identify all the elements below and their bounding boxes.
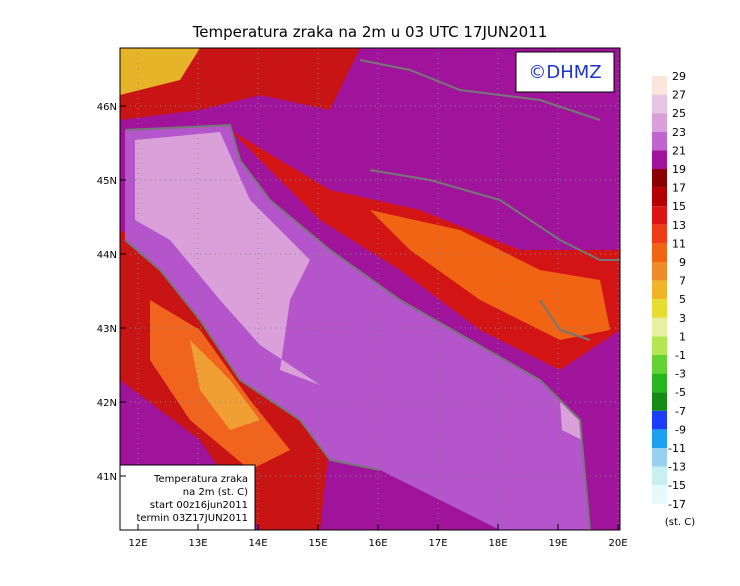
legend-swatch: [652, 131, 667, 151]
lon-label: 15E: [308, 538, 327, 549]
logo: ©DHMZ: [528, 62, 601, 83]
legend-swatch: [652, 206, 667, 225]
legend-swatch: [652, 169, 667, 188]
lon-label: 12E: [128, 538, 147, 549]
legend-swatch: [652, 187, 667, 207]
legend-swatch: [652, 262, 667, 281]
legend-swatch: [652, 485, 667, 504]
legend-swatch: [652, 373, 667, 393]
legend-swatch: [652, 280, 667, 300]
legend-unit: (st. C): [665, 517, 695, 528]
legend-label: 25: [672, 107, 686, 120]
lon-label: 18E: [488, 538, 507, 549]
legend-swatch: [652, 466, 667, 486]
legend-swatch: [652, 243, 667, 262]
lat-label: 42N: [97, 398, 117, 409]
legend-label: 17: [672, 182, 686, 195]
lon-label: 13E: [188, 538, 207, 549]
legend-swatch: [652, 317, 667, 337]
legend-label: 1: [679, 330, 686, 343]
info-line: termin 03Z17JUN2011: [136, 513, 248, 524]
legend-label: 21: [672, 144, 686, 157]
lat-label: 45N: [97, 176, 117, 187]
legend-swatch: [652, 150, 667, 169]
sea-cool: [560, 400, 582, 440]
legend-label: -7: [675, 405, 686, 418]
legend-swatch: [652, 113, 667, 132]
legend-label: 13: [672, 219, 686, 232]
land-warm: [370, 210, 610, 340]
legend-label: 23: [672, 126, 686, 139]
legend-label: -3: [675, 368, 686, 381]
sea-cool: [135, 132, 320, 385]
legend-label: 11: [672, 237, 686, 250]
legend-label: -1: [675, 349, 686, 362]
legend-label: 3: [679, 312, 686, 325]
lon-label: 20E: [608, 538, 627, 549]
lon-label: 14E: [248, 538, 267, 549]
lon-label: 19E: [548, 538, 567, 549]
legend-label: -11: [668, 442, 686, 455]
info-line: na 2m (st. C): [183, 487, 248, 498]
legend-label: -5: [675, 386, 686, 399]
legend-swatch: [652, 429, 667, 448]
land-warm: [120, 48, 200, 95]
legend-swatch: [652, 336, 667, 355]
legend-label: 5: [679, 293, 686, 306]
lon-label: 17E: [428, 538, 447, 549]
title: Temperatura zraka na 2m u 03 UTC 17JUN20…: [192, 23, 548, 41]
land-warm: [190, 340, 260, 430]
coastline: [124, 59, 620, 530]
legend-swatch: [652, 392, 667, 411]
legend-label: 9: [679, 256, 686, 269]
info-box: [119, 464, 256, 531]
legend-swatch: [652, 410, 667, 430]
legend-label: -15: [668, 479, 686, 492]
legend-label: 27: [672, 89, 686, 102]
legend-swatch: [652, 224, 667, 244]
legend-swatch: [652, 76, 667, 95]
legend-label: 29: [672, 70, 686, 83]
legend-swatch: [652, 355, 667, 374]
lon-label: 16E: [368, 538, 387, 549]
lat-label: 44N: [97, 250, 117, 261]
legend-swatch: [652, 448, 667, 467]
legend-label: -9: [675, 423, 686, 436]
map-field: [119, 47, 621, 531]
logo-box: [515, 51, 615, 93]
frame: [119, 47, 621, 531]
legend-label: -17: [668, 498, 686, 511]
legend-swatch: [652, 94, 667, 114]
legend-label: 15: [672, 200, 686, 213]
legend-label: -13: [668, 461, 686, 474]
lat-label: 43N: [97, 324, 117, 335]
info-line: Temperatura zraka: [153, 474, 248, 485]
lat-label: 41N: [97, 472, 117, 483]
legend-swatch: [652, 299, 667, 318]
legend-label: 7: [679, 275, 686, 288]
legend-label: 19: [672, 163, 686, 176]
lat-label: 46N: [97, 102, 117, 113]
info-line: start 00z16jun2011: [150, 500, 248, 511]
